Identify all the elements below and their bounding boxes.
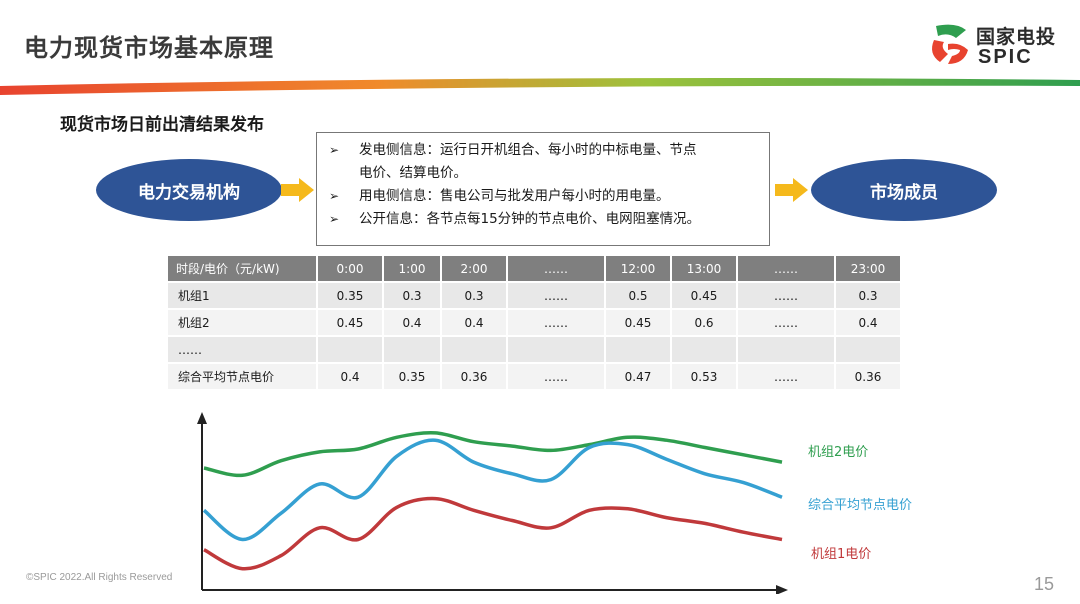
table-header-cell: …… <box>738 256 834 281</box>
legend-unit1: 机组1电价 <box>811 547 872 562</box>
bullet-arrow-icon: ➢ <box>329 143 340 157</box>
table-cell <box>836 337 900 362</box>
slide-title: 电力现货市场基本原理 <box>24 34 274 62</box>
table-cell: 0.3 <box>384 283 440 308</box>
table-cell: 0.3 <box>442 283 506 308</box>
table-cell: 0.45 <box>606 310 670 335</box>
table-header-cell: 时段/电价（元/kW) <box>168 256 316 281</box>
table-header-cell: 23:00 <box>836 256 900 281</box>
table-cell: …… <box>508 283 604 308</box>
table-cell: 0.4 <box>318 364 382 389</box>
table-cell: 0.35 <box>318 283 382 308</box>
info-text: 用电侧信息：售电公司与批发用户每小时的用电量。 <box>359 188 670 204</box>
table-header-cell: 12:00 <box>606 256 670 281</box>
info-item: ➢ 用电侧信息：售电公司与批发用户每小时的用电量。 <box>329 185 759 208</box>
spic-logo-mark <box>932 24 968 64</box>
table-cell: …… <box>738 283 834 308</box>
table-cell <box>508 337 604 362</box>
spic-logo: 国家电投 SPIC <box>926 18 1066 74</box>
page-number: 15 <box>1034 574 1055 594</box>
legend-average-node: 综合平均节点电价 <box>808 498 913 513</box>
table-cell: 0.47 <box>606 364 670 389</box>
table-cell <box>672 337 736 362</box>
series-line-unit2 <box>203 431 783 478</box>
arrow-right-icon <box>281 178 314 202</box>
table-cell: …… <box>508 310 604 335</box>
table-cell <box>442 337 506 362</box>
table-cell: 0.4 <box>836 310 900 335</box>
table-cell: …… <box>168 337 316 362</box>
table-header-row: 时段/电价（元/kW) 0:00 1:00 2:00 …… 12:00 13:0… <box>168 256 900 281</box>
info-text: 公开信息：各节点每15分钟的节点电价、电网阻塞情况。 <box>359 211 701 227</box>
table-row: …… <box>168 337 900 362</box>
table-cell: 0.35 <box>384 364 440 389</box>
table-header-cell: 2:00 <box>442 256 506 281</box>
table-cell: 0.36 <box>442 364 506 389</box>
table-cell <box>738 337 834 362</box>
series-line-unit1 <box>203 496 783 571</box>
bullet-arrow-icon: ➢ <box>329 189 340 203</box>
power-exchange-ellipse: 电力交易机构 <box>96 159 282 221</box>
info-item: ➢ 发电侧信息：运行日开机组合、每小时的中标电量、节点 <box>329 139 759 162</box>
table-cell: 0.5 <box>606 283 670 308</box>
header-decoration <box>0 78 1080 95</box>
info-box: ➢ 发电侧信息：运行日开机组合、每小时的中标电量、节点 电价、结算电价。 ➢ 用… <box>316 132 770 246</box>
table-cell <box>606 337 670 362</box>
table-row: 机组2 0.45 0.4 0.4 …… 0.45 0.6 …… 0.4 <box>168 310 900 335</box>
info-item-continued: 电价、结算电价。 <box>329 162 759 185</box>
table-cell: 综合平均节点电价 <box>168 364 316 389</box>
info-item: ➢ 公开信息：各节点每15分钟的节点电价、电网阻塞情况。 <box>329 208 759 231</box>
table-row: 综合平均节点电价 0.4 0.35 0.36 …… 0.47 0.53 …… 0… <box>168 364 900 389</box>
table-cell: 0.4 <box>442 310 506 335</box>
market-members-label: 市场成员 <box>870 182 938 203</box>
info-text: 电价、结算电价。 <box>359 165 467 181</box>
logo-chinese-name: 国家电投 <box>976 26 1057 48</box>
price-table: 时段/电价（元/kW) 0:00 1:00 2:00 …… 12:00 13:0… <box>166 254 902 391</box>
table-cell: 0.45 <box>672 283 736 308</box>
section-title: 现货市场日前出清结果发布 <box>60 115 264 135</box>
table-cell: …… <box>738 364 834 389</box>
table-cell: 0.3 <box>836 283 900 308</box>
table-cell: 0.45 <box>318 310 382 335</box>
x-axis-arrow-icon <box>776 585 788 594</box>
legend-unit2: 机组2电价 <box>808 445 869 460</box>
table-cell: …… <box>738 310 834 335</box>
market-members-ellipse: 市场成员 <box>811 159 997 221</box>
arrow-right-icon <box>775 178 808 202</box>
table-cell: 机组1 <box>168 283 316 308</box>
series-line-average-node <box>202 438 783 542</box>
y-axis-arrow-icon <box>197 412 207 424</box>
table-header-cell: 0:00 <box>318 256 382 281</box>
table-header-cell: 13:00 <box>672 256 736 281</box>
table-header-cell: 1:00 <box>384 256 440 281</box>
table-cell: 机组2 <box>168 310 316 335</box>
table-row: 机组1 0.35 0.3 0.3 …… 0.5 0.45 …… 0.3 <box>168 283 900 308</box>
table-cell: 0.53 <box>672 364 736 389</box>
table-cell <box>318 337 382 362</box>
table-cell: 0.36 <box>836 364 900 389</box>
table-cell: 0.6 <box>672 310 736 335</box>
bullet-arrow-icon: ➢ <box>329 212 340 226</box>
logo-english-name: SPIC <box>978 46 1033 68</box>
price-line-chart <box>197 412 788 594</box>
info-text: 发电侧信息：运行日开机组合、每小时的中标电量、节点 <box>359 142 697 158</box>
table-cell <box>384 337 440 362</box>
table-cell: …… <box>508 364 604 389</box>
copyright-text: ©SPIC 2022.All Rights Reserved <box>26 572 173 583</box>
table-cell: 0.4 <box>384 310 440 335</box>
table-header-cell: …… <box>508 256 604 281</box>
power-exchange-label: 电力交易机构 <box>138 182 240 203</box>
